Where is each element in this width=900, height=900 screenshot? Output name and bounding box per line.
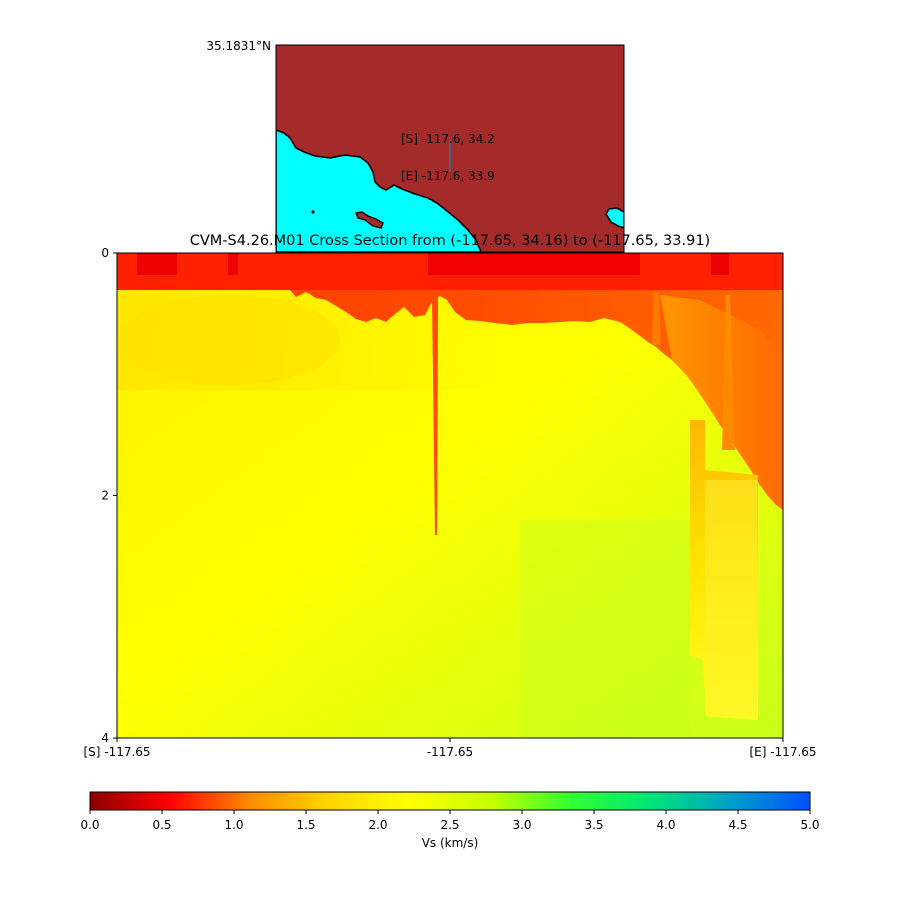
surface-patch-2 <box>228 253 238 275</box>
colorbar-tick-label: 4.0 <box>656 818 675 832</box>
spike-west <box>432 296 438 535</box>
cross-section-plot <box>117 253 783 738</box>
surface-patch-1 <box>137 253 177 275</box>
colorbar-tick-label: 1.5 <box>296 818 315 832</box>
map-water-east <box>605 207 624 229</box>
y-tick-label: 0 <box>101 246 109 260</box>
map-frame <box>275 44 625 253</box>
region-deep-east <box>520 520 690 738</box>
x-tick-label: -117.65 <box>427 745 473 759</box>
map-island <box>355 211 384 229</box>
colorbar-tick-label: 3.0 <box>512 818 531 832</box>
colorbar <box>89 791 811 811</box>
y-axis: 0 2 4 <box>101 246 117 745</box>
colorbar-tick-label: 2.5 <box>440 818 459 832</box>
region-east-wedge <box>660 295 783 510</box>
map-water <box>276 129 482 252</box>
inset-map: [S] -117.6, 34.2 [E] -117.6, 33.9 35.183… <box>206 39 625 253</box>
map-label-start: [S] -117.6, 34.2 <box>401 132 495 146</box>
map-islet <box>311 210 315 214</box>
colorbar-tick-label: 3.5 <box>584 818 603 832</box>
surface-patch-4 <box>711 253 729 275</box>
x-axis: [S] -117.65 -117.65 [E] -117.65 <box>83 738 817 759</box>
map-corner-label: 35.1831°N <box>206 39 271 53</box>
colorbar-label: Vs (km/s) <box>422 836 479 850</box>
colorbar-tick-label: 1.0 <box>224 818 243 832</box>
y-tick-label: 4 <box>101 731 109 745</box>
x-tick-label: [E] -117.65 <box>749 745 816 759</box>
surface-patch-3 <box>428 253 640 275</box>
region-shallow-low <box>120 295 340 385</box>
map-label-end: [E] -117.6, 33.9 <box>401 169 495 183</box>
spike-east-1 <box>652 292 661 345</box>
colorbar-ticks: 0.0 0.5 1.0 1.5 2.0 2.5 3.0 3.5 4.0 4.5 5.0 <box>80 810 820 832</box>
fault-zone-core <box>705 480 757 716</box>
colorbar-tick-label: 5.0 <box>800 818 819 832</box>
spike-east-2 <box>722 295 735 450</box>
colorbar-tick-label: 2.0 <box>368 818 387 832</box>
colorbar-tick-label: 0.5 <box>152 818 171 832</box>
colorbar-tick-label: 4.5 <box>728 818 747 832</box>
region-shallow-sediments <box>117 253 783 510</box>
y-tick-label: 2 <box>101 489 109 503</box>
colorbar-tick-label: 0.0 <box>80 818 99 832</box>
x-tick-label: [S] -117.65 <box>83 745 150 759</box>
chart-title: CVM-S4.26.M01 Cross Section from (-117.6… <box>190 233 710 249</box>
